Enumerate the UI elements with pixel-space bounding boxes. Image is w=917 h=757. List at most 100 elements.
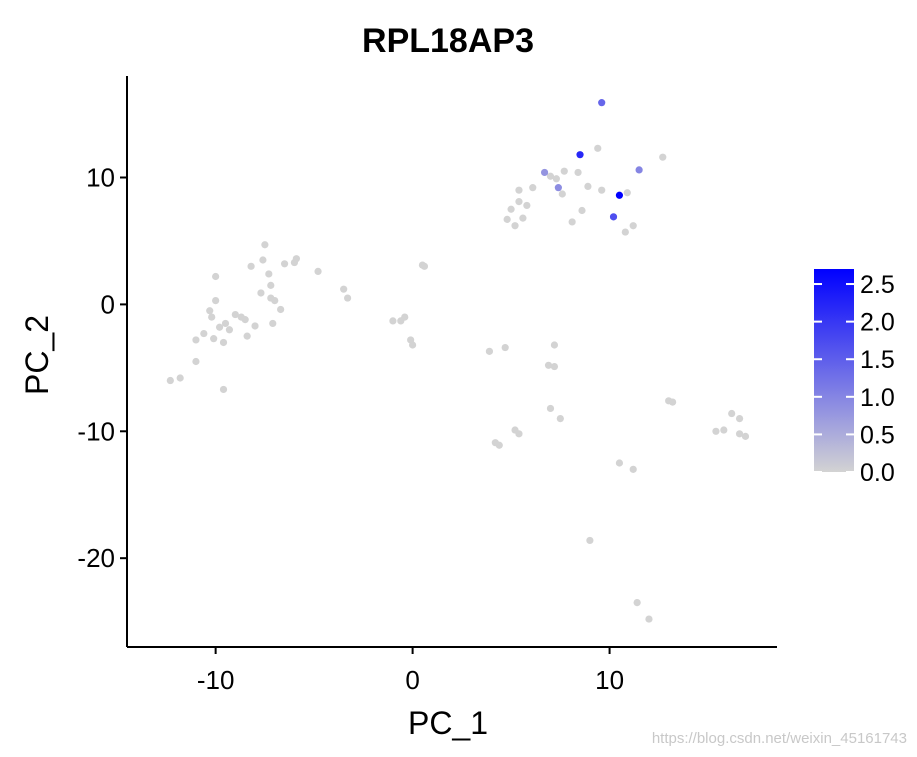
- data-point: [277, 305, 285, 314]
- data-point: [523, 201, 531, 210]
- data-point: [241, 316, 249, 324]
- colorbar-legend: 0.0 0.5 1.0 1.5 2.0 2.5: [814, 269, 895, 487]
- data-point: [576, 151, 584, 159]
- data-point: [735, 430, 744, 438]
- data-point: [219, 338, 228, 347]
- data-point: [409, 341, 417, 349]
- colorbar-tick-label: 0.0: [860, 459, 895, 487]
- data-point: [558, 190, 566, 198]
- data-point: [261, 241, 269, 249]
- data-point: [247, 262, 255, 270]
- data-point: [231, 310, 239, 319]
- data-point: [519, 214, 527, 222]
- data-point: [515, 430, 523, 438]
- data-point: [344, 294, 352, 302]
- data-point: [598, 186, 606, 194]
- watermark: https://blog.csdn.net/weixin_45161743: [651, 730, 907, 747]
- data-point: [544, 361, 553, 369]
- colorbar-ticks: 0.0 0.5 1.0 1.5 2.0 2.5: [814, 271, 895, 487]
- data-point: [485, 347, 494, 355]
- chart-title: RPL18AP3: [362, 22, 534, 60]
- data-point: [720, 426, 728, 434]
- data-point: [212, 296, 220, 305]
- data-point: [221, 319, 230, 328]
- data-point: [507, 205, 515, 213]
- data-point: [219, 385, 228, 394]
- data-point: [623, 189, 631, 197]
- data-point: [584, 182, 592, 190]
- data-point: [271, 296, 279, 305]
- data-point: [314, 267, 322, 276]
- data-point: [206, 307, 214, 315]
- data-point: [568, 218, 576, 226]
- y-tick-label: 0: [101, 289, 115, 319]
- data-point: [257, 289, 265, 297]
- data-point: [210, 335, 218, 343]
- points-layer: [166, 99, 750, 623]
- data-point: [554, 184, 562, 192]
- data-point: [259, 256, 267, 264]
- data-point: [546, 172, 555, 180]
- data-point: [269, 319, 277, 328]
- x-ticks: -10 0 10: [197, 647, 624, 695]
- data-point: [265, 270, 273, 278]
- data-point: [529, 184, 537, 192]
- data-point: [511, 222, 519, 230]
- x-tick-label: -10: [197, 665, 235, 695]
- data-point: [540, 168, 549, 177]
- colorbar-tick-label: 0.5: [860, 421, 895, 449]
- data-point: [503, 215, 511, 223]
- data-point: [574, 168, 582, 177]
- data-point: [192, 357, 200, 366]
- data-point: [501, 343, 509, 352]
- data-point: [401, 313, 409, 321]
- data-point: [629, 465, 637, 473]
- data-point: [598, 99, 606, 107]
- colorbar-tick-label: 2.5: [860, 271, 895, 299]
- data-point: [166, 376, 174, 385]
- data-point: [712, 427, 720, 435]
- data-point: [192, 336, 200, 344]
- data-point: [615, 459, 624, 467]
- data-point: [594, 144, 602, 152]
- data-point: [495, 441, 503, 449]
- data-point: [556, 415, 564, 423]
- data-point: [280, 260, 289, 268]
- data-point: [389, 317, 397, 325]
- data-point: [552, 175, 560, 183]
- x-axis-title: PC_1: [408, 705, 488, 741]
- data-point: [243, 332, 251, 340]
- data-point: [200, 329, 208, 338]
- data-point: [420, 262, 429, 270]
- data-point: [176, 374, 184, 382]
- data-point: [292, 255, 300, 263]
- y-tick-label: -10: [77, 416, 115, 446]
- data-point: [629, 222, 637, 230]
- data-point: [669, 398, 677, 406]
- data-point: [735, 415, 744, 423]
- data-point: [550, 362, 559, 371]
- data-point: [645, 615, 653, 623]
- colorbar-gradient: [814, 269, 854, 472]
- data-point: [251, 322, 259, 330]
- data-point: [633, 598, 641, 607]
- data-point: [659, 153, 667, 161]
- data-point: [340, 285, 348, 293]
- data-point: [741, 432, 750, 440]
- data-point: [728, 409, 736, 418]
- data-point: [225, 326, 234, 334]
- data-point: [615, 191, 624, 199]
- y-ticks: -20 -10 0 10: [77, 163, 127, 573]
- colorbar-tick-label: 1.5: [860, 346, 895, 374]
- data-point: [212, 272, 220, 281]
- data-point: [550, 341, 559, 349]
- y-axis-title: PC_2: [19, 315, 55, 395]
- data-point: [609, 213, 618, 221]
- colorbar-tick-label: 1.0: [860, 384, 895, 412]
- colorbar-tick-label: 2.0: [860, 309, 895, 337]
- y-tick-label: 10: [86, 163, 115, 193]
- data-point: [635, 166, 643, 174]
- data-point: [578, 206, 586, 215]
- data-point: [560, 167, 568, 175]
